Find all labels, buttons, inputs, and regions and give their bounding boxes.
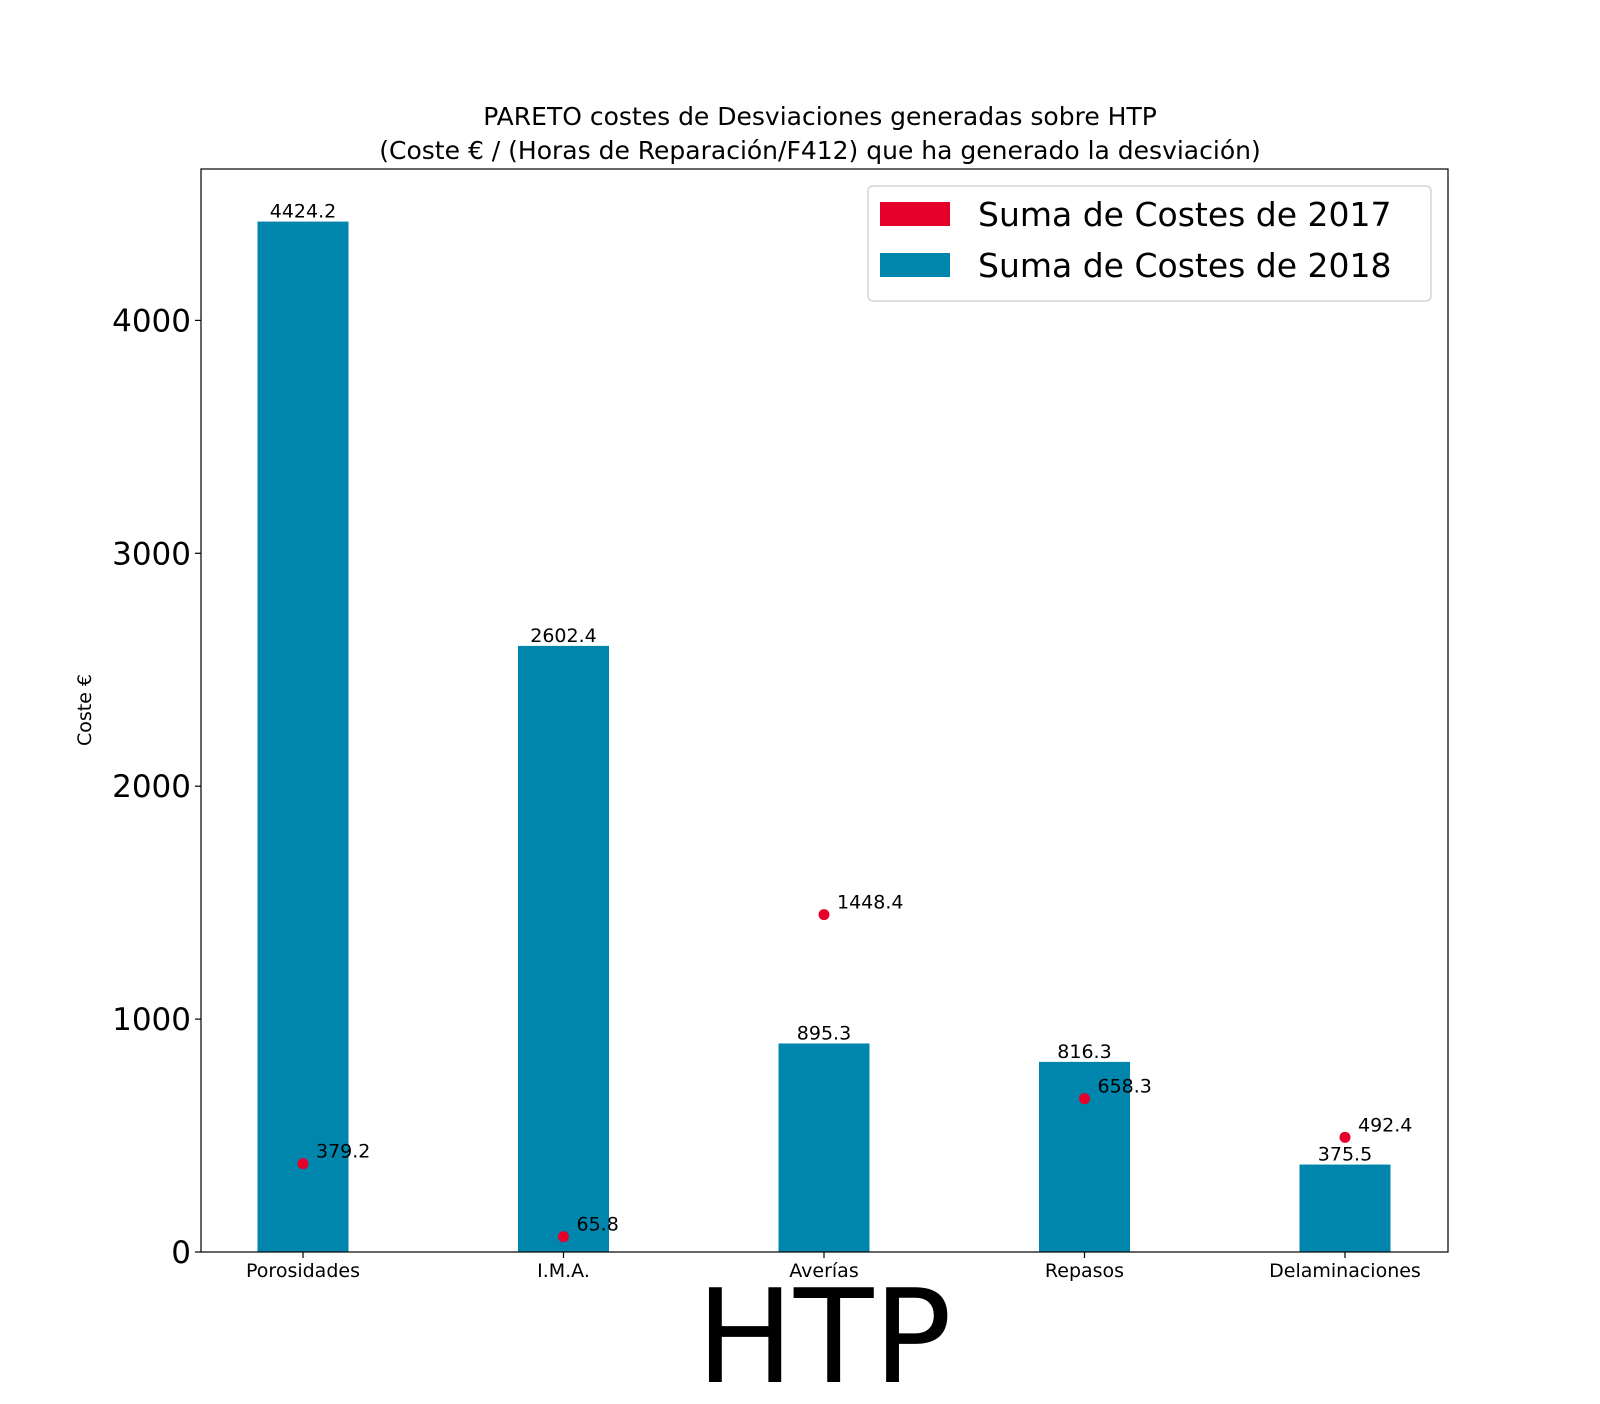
chart-legend: Suma de Costes de 2017 Suma de Costes de … [867, 185, 1432, 302]
point-2017 [1339, 1131, 1351, 1143]
points-layer [297, 909, 1351, 1243]
bar-2018 [1299, 1164, 1391, 1252]
legend-label: Suma de Costes de 2018 [978, 246, 1392, 285]
chart-subtitle: (Coste € / (Horas de Reparación/F412) qu… [379, 136, 1260, 165]
y-tick-label: 0 [171, 1235, 191, 1271]
legend-swatch [880, 202, 950, 226]
y-tick-label: 2000 [112, 769, 191, 805]
point-2017 [818, 909, 830, 921]
legend-frame [867, 185, 1432, 302]
legend-swatch [880, 253, 950, 277]
point-value-label-2017: 65.8 [577, 1214, 619, 1236]
y-axis-label: Coste € [74, 674, 96, 746]
point-2017 [297, 1158, 309, 1170]
bar-2018 [518, 645, 609, 1252]
point-value-label-2017: 1448.4 [837, 892, 903, 914]
bar-value-label-2018: 4424.2 [270, 201, 336, 223]
x-axis: Porosidades I.M.A. Averías Repasos Delaminac… [246, 1252, 1421, 1282]
x-axis-label: HTP [696, 1261, 952, 1400]
point-value-label-2017: 379.2 [316, 1141, 370, 1163]
bar-value-label-2018: 375.5 [1318, 1144, 1372, 1166]
y-tick-label: 3000 [112, 536, 191, 572]
bar-2018 [257, 221, 349, 1252]
legend-label: Suma de Costes de 2017 [978, 195, 1392, 234]
chart-title: PARETO costes de Desviaciones generadas … [483, 102, 1157, 131]
bar-2018 [778, 1043, 870, 1252]
point-value-label-2017: 492.4 [1358, 1114, 1412, 1136]
bar-value-label-2018: 2602.4 [530, 625, 596, 647]
x-tick-label: Averías [789, 1260, 858, 1282]
y-axis: 0 1000 2000 3000 4000 [112, 303, 201, 1271]
x-tick-label: Repasos [1045, 1260, 1124, 1282]
bar-value-label-2018: 816.3 [1057, 1041, 1111, 1063]
bar-value-label-2018: 895.3 [797, 1022, 851, 1044]
x-tick-label: Delaminaciones [1269, 1260, 1421, 1282]
bars-layer [257, 221, 1391, 1252]
x-tick-label: I.M.A. [537, 1260, 590, 1282]
point-value-label-2017: 658.3 [1098, 1076, 1152, 1098]
y-tick-label: 4000 [112, 303, 191, 339]
point-2017 [1079, 1093, 1090, 1105]
y-tick-label: 1000 [112, 1002, 191, 1038]
data-labels-layer: 4424.2 2602.4 895.3 816.3 375.5 379.2 65.8 1448… [270, 201, 1413, 1236]
x-tick-label: Porosidades [246, 1260, 360, 1282]
point-2017 [558, 1231, 569, 1243]
